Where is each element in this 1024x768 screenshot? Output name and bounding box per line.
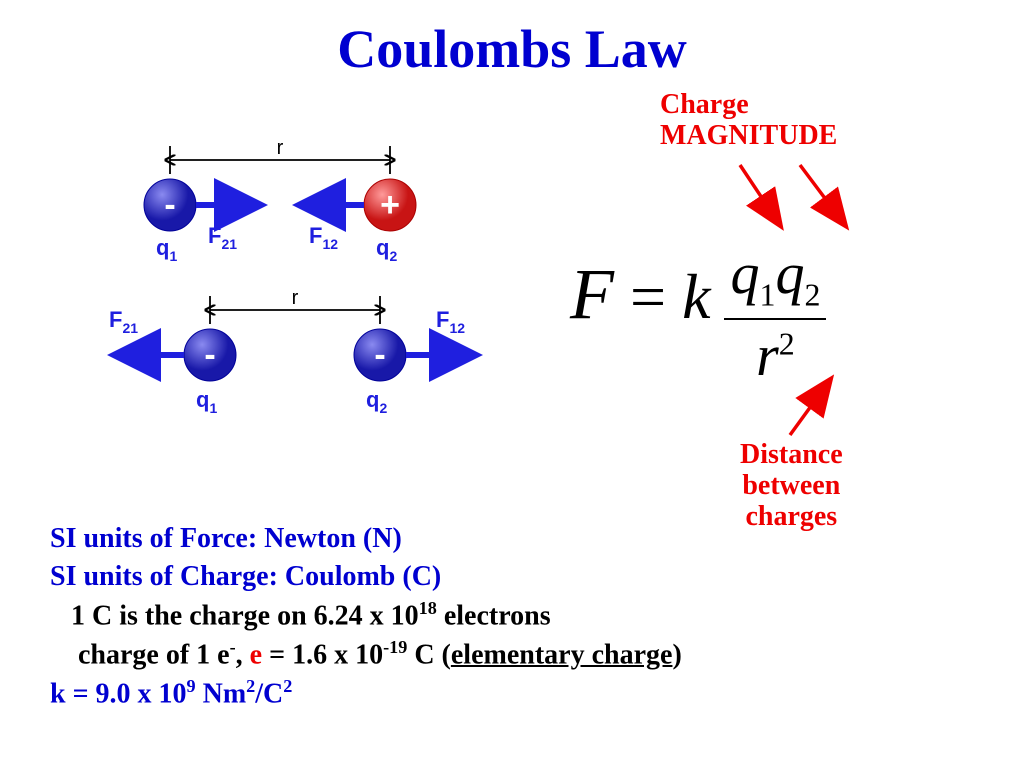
svg-text:r: r (292, 287, 299, 309)
charge-line1: Charge (660, 89, 749, 120)
formula-numerator: q1q2 (724, 240, 826, 320)
svg-text:F12: F12 (309, 223, 338, 252)
formula-F: F (570, 254, 614, 334)
svg-text:-: - (164, 186, 175, 224)
page-title: Coulombs Law (0, 0, 1024, 80)
elem-sup2: -19 (383, 637, 407, 657)
formula-fraction: q1q2 r2 (724, 240, 826, 389)
svg-text:r: r (277, 137, 284, 159)
elem-e: e (250, 639, 262, 670)
charge-diagram: r - + q1 q2 F21 F12 r - - q1 q2 F21 F12 (90, 120, 510, 460)
k-sup1: 9 (187, 676, 196, 696)
elem-f: ) (672, 639, 681, 670)
svg-text:F12: F12 (436, 307, 465, 336)
k-const-b: Nm (196, 678, 247, 709)
elem-underline: elementary charge (451, 639, 673, 670)
elem-c: = 1.6 x 10 (262, 639, 383, 670)
formula-denominator: r2 (724, 320, 826, 389)
si-force-line: SI units of Force: Newton (N) (50, 523, 402, 554)
r-exp: 2 (779, 326, 795, 361)
r-var: r (756, 323, 779, 388)
charge-line2: MAGNITUDE (660, 120, 837, 151)
svg-text:q2: q2 (366, 387, 387, 416)
elem-b: , (236, 639, 250, 670)
coulomb-def-sup: 18 (419, 598, 437, 618)
q2-sub: 2 (804, 278, 820, 313)
k-const-a: k = 9.0 x 10 (50, 678, 187, 709)
elem-d: C ( (407, 639, 451, 670)
si-units-block: SI units of Force: Newton (N) SI units o… (50, 520, 682, 713)
coulomb-def-a: 1 C is the charge on 6.24 x 10 (50, 600, 419, 631)
elem-a: charge of 1 e (50, 639, 230, 670)
si-charge-line: SI units of Charge: Coulomb (C) (50, 561, 441, 592)
svg-text:F21: F21 (109, 307, 138, 336)
svg-text:q1: q1 (156, 235, 177, 264)
svg-text:-: - (374, 336, 385, 374)
distance-label: Distance between charges (740, 440, 843, 532)
q1-sub: 1 (759, 278, 775, 313)
q2-var: q (775, 241, 804, 306)
distance-line2: between (742, 470, 840, 501)
formula-k: k (682, 261, 710, 332)
coulomb-def-b: electrons (437, 600, 551, 631)
k-sup2: 2 (246, 676, 255, 696)
q1-var: q (730, 241, 759, 306)
coulomb-formula: F = k q1q2 r2 (570, 240, 826, 389)
svg-text:q2: q2 (376, 235, 397, 264)
formula-equals: = (630, 261, 666, 332)
charge-magnitude-label: Charge MAGNITUDE (660, 90, 837, 152)
svg-text:F21: F21 (208, 223, 237, 252)
distance-line3: charges (745, 501, 837, 532)
k-const-c: /C (255, 678, 283, 709)
distance-line1: Distance (740, 439, 843, 470)
svg-text:+: + (380, 186, 400, 224)
k-sup3: 2 (283, 676, 292, 696)
svg-text:-: - (204, 336, 215, 374)
svg-text:q1: q1 (196, 387, 217, 416)
